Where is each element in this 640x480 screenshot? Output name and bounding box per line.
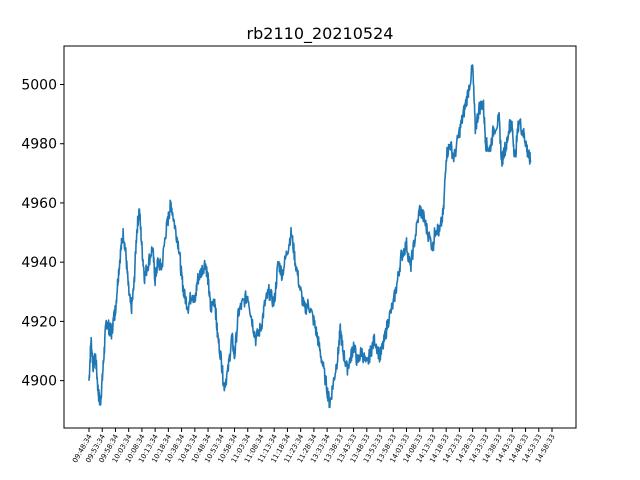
chart-title: rb2110_20210524 xyxy=(247,24,394,44)
y-tick-label: 5000 xyxy=(21,77,57,93)
plot-area xyxy=(88,64,532,409)
y-tick-label: 4960 xyxy=(21,196,57,212)
y-tick-label: 4920 xyxy=(21,314,57,330)
y-tick-label: 4980 xyxy=(21,137,57,153)
axes-frame xyxy=(63,45,577,429)
series-line xyxy=(88,64,532,409)
y-tick-label: 4940 xyxy=(21,255,57,271)
y-axis: 4900 4920 4940 4960 4980 5000 xyxy=(21,77,64,390)
x-axis: 09:48:3409:53:3409:58:3410:03:3410:08:34… xyxy=(71,428,557,464)
y-tick-label: 4900 xyxy=(21,374,57,390)
